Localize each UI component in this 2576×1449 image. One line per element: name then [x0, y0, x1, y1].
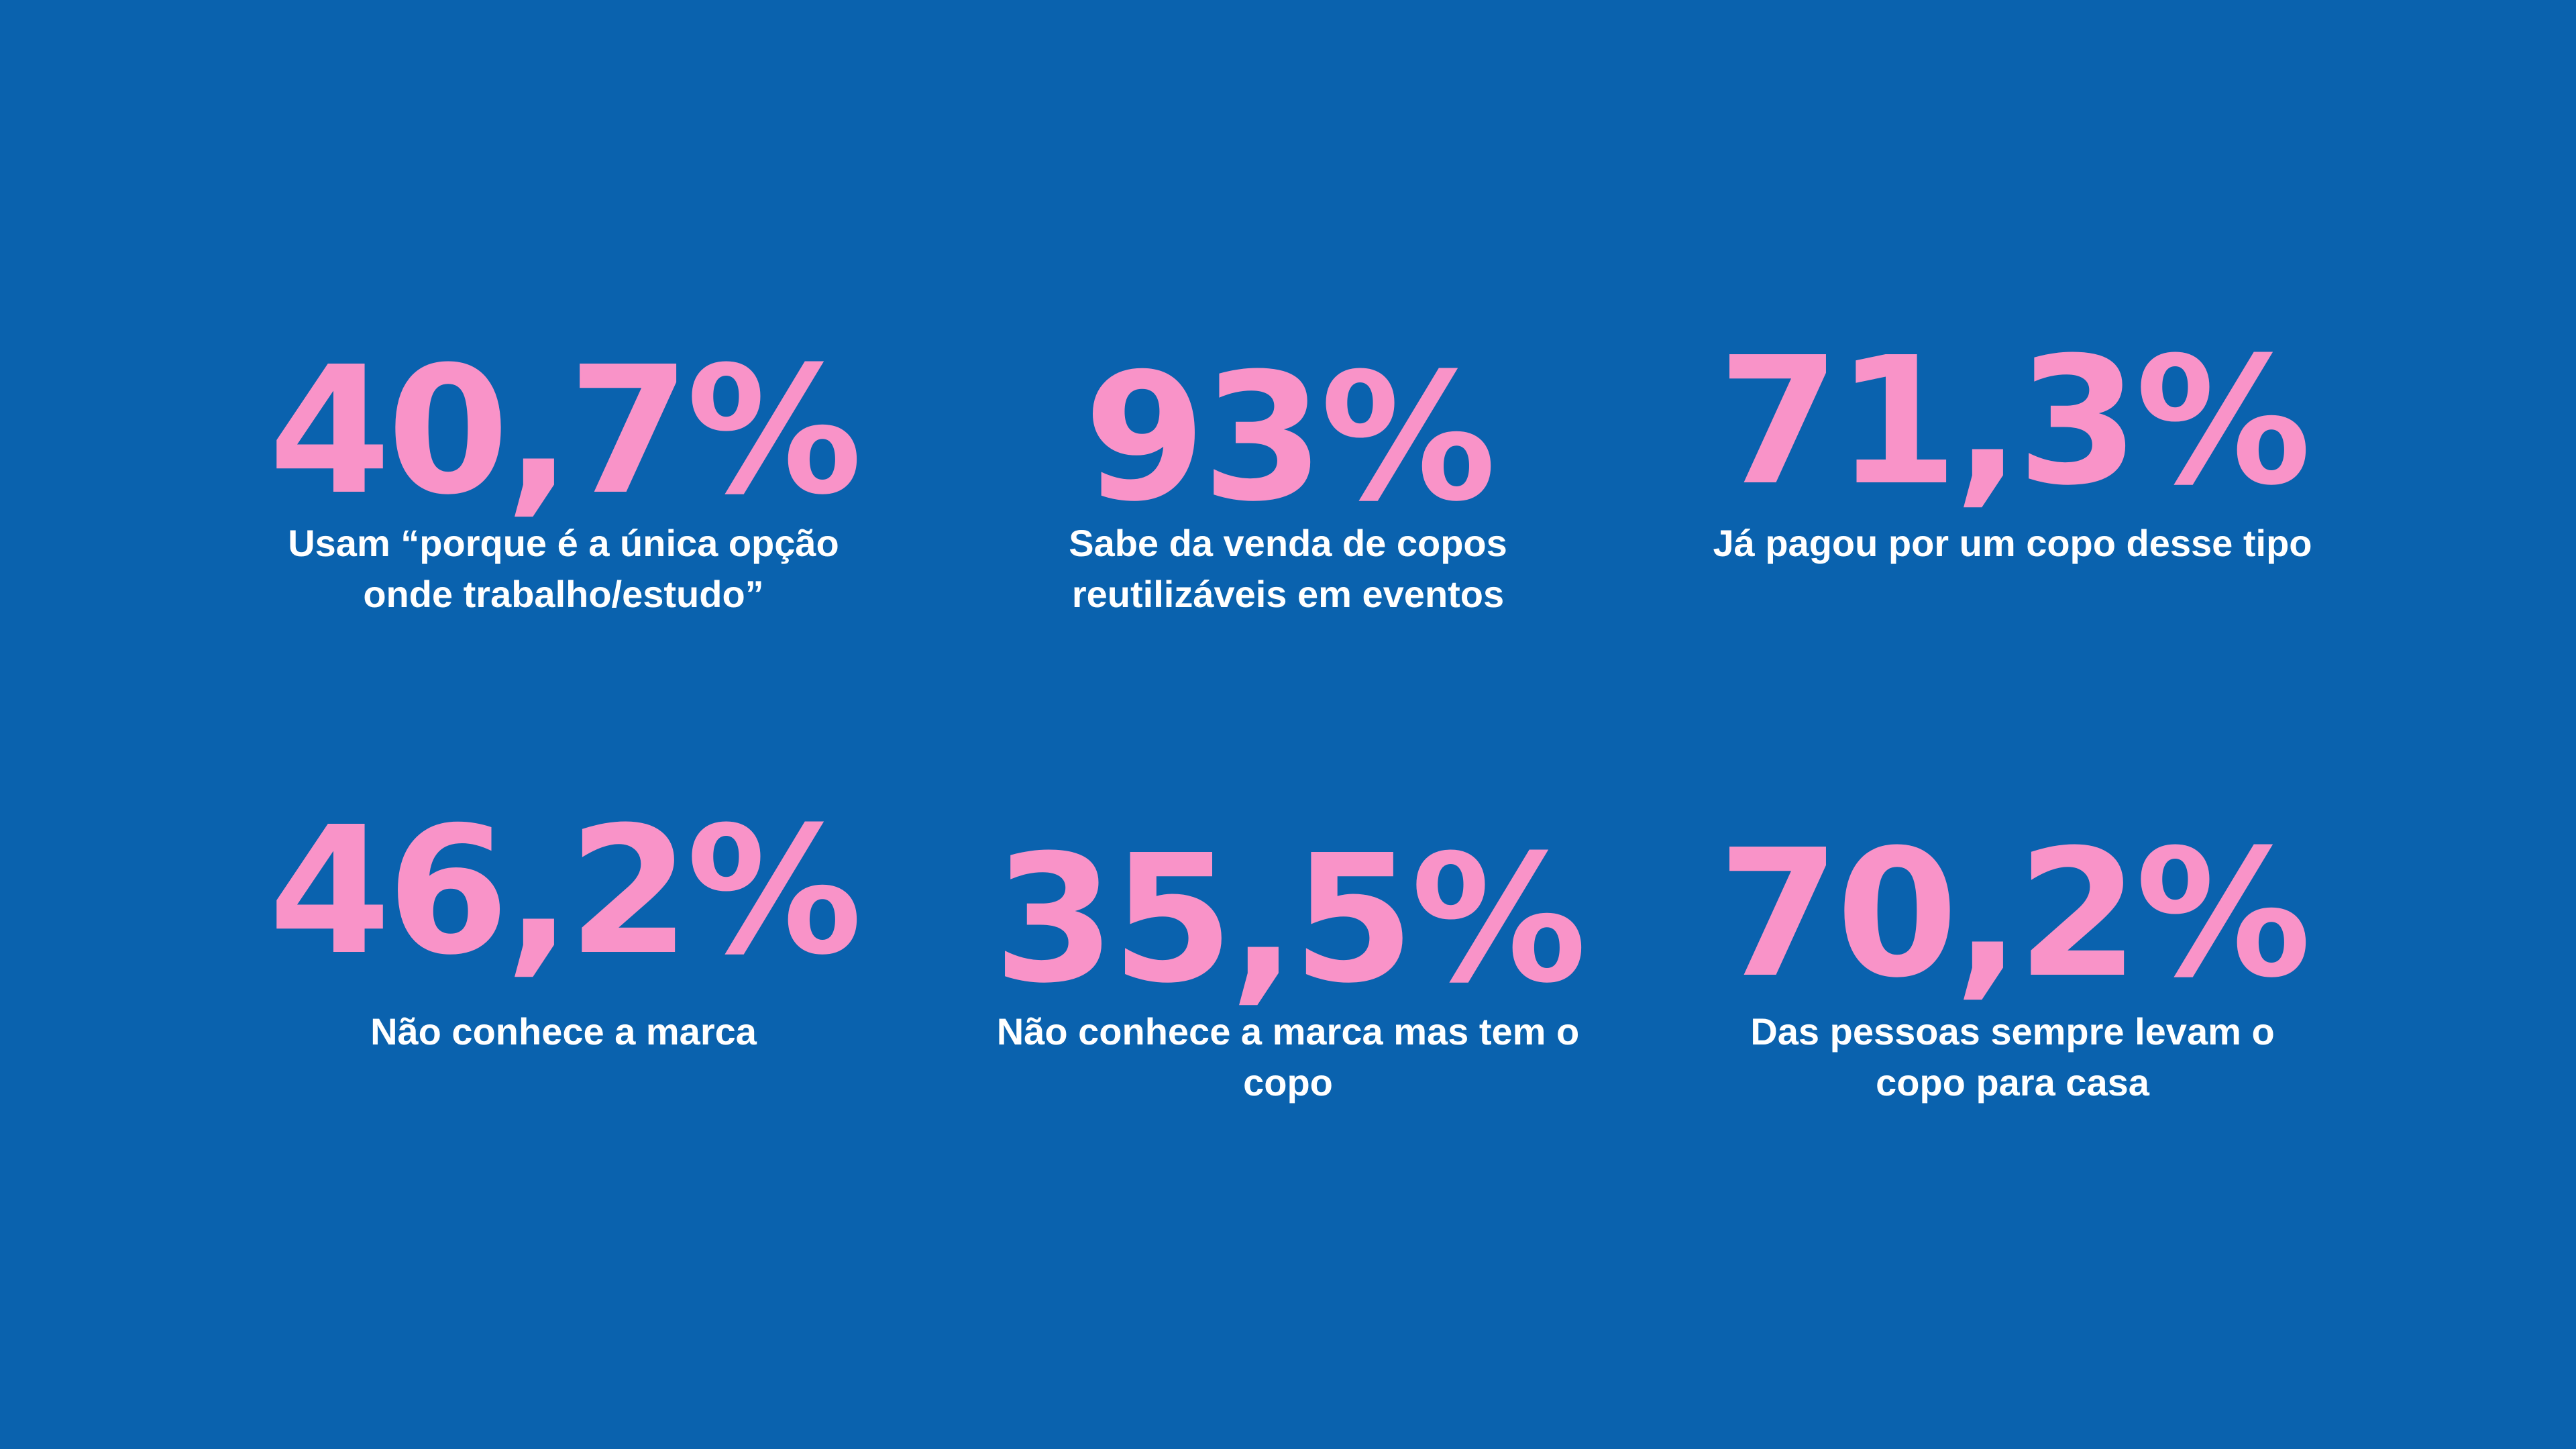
stat-caption-line: Sabe da venda de copos	[1069, 522, 1507, 564]
stat-caption-line: onde trabalho/estudo”	[363, 573, 764, 615]
stat-caption-line: copo	[1243, 1061, 1333, 1104]
stat-caption-line: copo para casa	[1876, 1061, 2149, 1104]
stat-caption-line: Das pessoas sempre levam o	[1750, 1010, 2275, 1053]
stat-value: 40,7%	[268, 329, 863, 533]
stat-caption: Já pagou por um copo desse tipo	[1711, 518, 2314, 569]
stat-caption: Não conhece a marca mas tem o copo	[986, 1006, 1590, 1108]
stat-value: 71,3%	[1717, 319, 2312, 524]
stat-caption-line: Usam “porque é a única opção	[288, 522, 839, 564]
stat-value: 70,2%	[1717, 812, 2312, 1016]
stat-caption: Não conhece a marca	[262, 1006, 865, 1057]
stat-caption-line: Já pagou por um copo desse tipo	[1713, 522, 2312, 564]
stat-caption: Das pessoas sempre levam o copo para cas…	[1711, 1006, 2314, 1108]
stat-value: 46,2%	[268, 789, 863, 994]
stat-caption-line: Não conhece a marca	[370, 1010, 757, 1053]
stat-caption-line: Não conhece a marca mas tem o	[996, 1010, 1580, 1053]
stat-caption: Sabe da venda de copos reutilizáveis em …	[986, 518, 1590, 620]
stat-caption: Usam “porque é a única opção onde trabal…	[262, 518, 865, 620]
stat-caption-line: reutilizáveis em eventos	[1071, 573, 1505, 615]
stat-value: 35,5%	[993, 817, 1587, 1022]
stat-value: 93%	[1083, 335, 1496, 540]
